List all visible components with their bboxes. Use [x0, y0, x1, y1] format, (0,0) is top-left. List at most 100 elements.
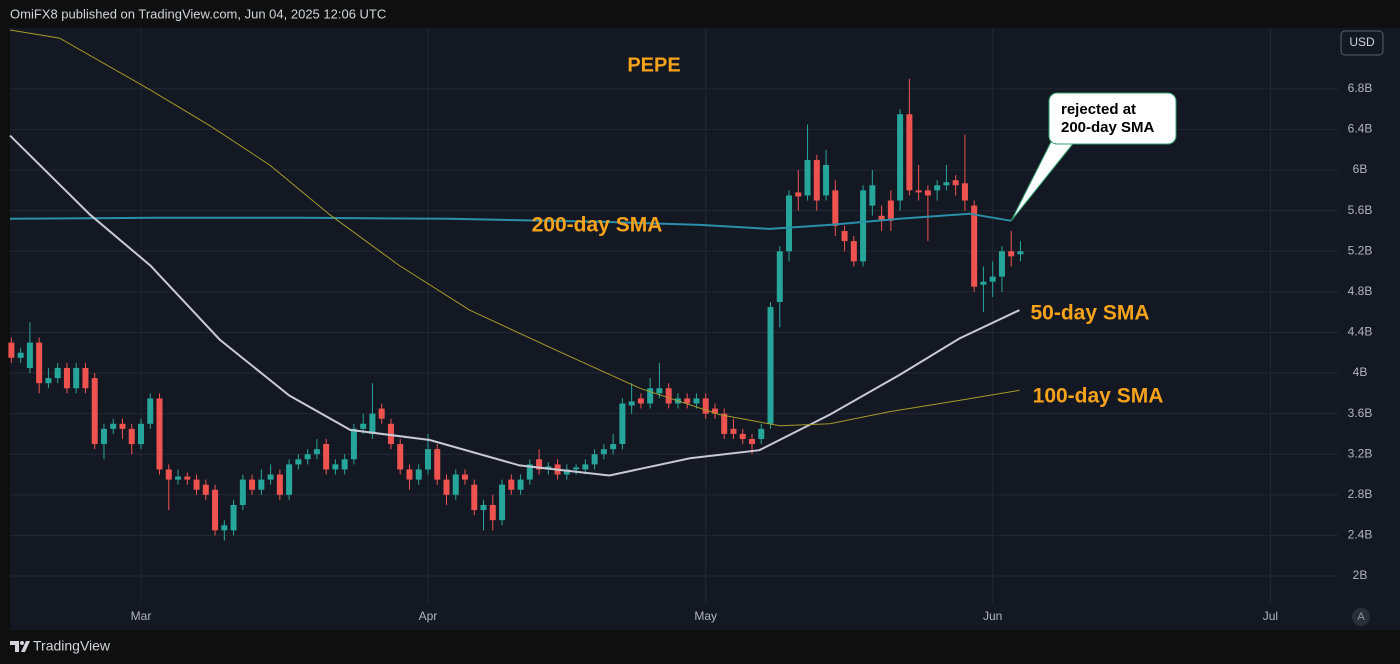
candle-body [573, 467, 580, 470]
candle-body [711, 408, 718, 414]
candle-body [887, 200, 894, 221]
candle-body [73, 367, 80, 389]
candle-body [304, 454, 311, 460]
y-tick-label: 4B [1353, 365, 1368, 379]
candle-body [462, 474, 469, 480]
candle-body [350, 428, 357, 460]
x-tick-label: Mar [131, 609, 152, 623]
candle-body [748, 439, 755, 445]
sma-label: 200-day SMA [532, 214, 663, 237]
candle-body [998, 251, 1005, 277]
candle-body [582, 464, 589, 470]
candle-body [943, 182, 950, 186]
candle-body [480, 504, 487, 511]
candle-body [341, 459, 348, 470]
candle-body [276, 474, 283, 495]
candle-body [897, 114, 904, 201]
candle-body [360, 423, 367, 429]
callout-box [1048, 92, 1177, 145]
header: OmiFX8 published on TradingView.com, Jun… [10, 6, 386, 21]
candle-body [26, 342, 33, 368]
candle-body [175, 476, 182, 480]
currency-label[interactable]: USD [1349, 35, 1375, 49]
logo-icon [10, 641, 30, 652]
candle-body [869, 185, 876, 206]
candle-body [600, 449, 607, 455]
brand-logo [10, 641, 30, 652]
candle-body [110, 423, 117, 429]
candle-body [221, 525, 228, 531]
price-axis [1338, 28, 1400, 603]
candle-body [415, 469, 422, 480]
candle-body [452, 474, 459, 495]
candle-body [249, 479, 256, 490]
candle-body [1008, 251, 1015, 257]
candle-body [850, 241, 857, 262]
y-tick-label: 6.8B [1348, 81, 1373, 95]
candle-body [295, 459, 302, 465]
candle-body [526, 464, 533, 480]
candle-body [841, 230, 848, 242]
auto-scale-label[interactable]: A [1357, 611, 1365, 623]
candle-body [387, 423, 394, 445]
candle-body [369, 413, 376, 434]
candle-body [952, 180, 959, 186]
y-tick-label: 6.4B [1348, 122, 1373, 136]
candle-body [860, 190, 867, 262]
candle-body [971, 205, 978, 287]
candle-body [628, 401, 635, 406]
candle-body [489, 504, 496, 521]
candle-body [239, 479, 246, 505]
x-tick-label: Jun [983, 609, 1002, 623]
y-tick-label: 5.2B [1348, 243, 1373, 257]
candle-body [45, 378, 52, 384]
candle-body [878, 215, 885, 221]
candle-body [137, 423, 144, 445]
y-tick-label: 5.6B [1348, 203, 1373, 217]
time-axis [10, 603, 1400, 630]
candle-body [813, 159, 820, 201]
sma-label: 50-day SMA [1030, 302, 1149, 325]
currency-button[interactable] [1340, 30, 1384, 56]
candle-body [924, 190, 931, 196]
candle-body [332, 464, 339, 470]
candle-body [258, 479, 265, 490]
auto-scale-button[interactable] [1352, 608, 1370, 626]
sma-line [9, 212, 1012, 230]
candle-body [610, 444, 617, 450]
candle-body [684, 398, 691, 404]
candle-body [767, 307, 774, 424]
candle-body [961, 183, 968, 201]
callout-tail-cover [1053, 138, 1075, 143]
candle-body [786, 195, 793, 252]
candle-body [424, 449, 431, 470]
y-tick-label: 2B [1353, 568, 1368, 582]
y-tick-label: 4.8B [1348, 284, 1373, 298]
candle-body [536, 459, 543, 470]
candle-body [665, 388, 672, 404]
candle-body [406, 469, 413, 480]
candle-body [443, 479, 450, 495]
candle-body [230, 504, 237, 531]
candle-body [702, 398, 709, 414]
candle-body [202, 484, 209, 495]
candle-body [119, 423, 126, 429]
candle-body [730, 428, 737, 434]
y-tick-label: 2.8B [1348, 487, 1373, 501]
y-tick-label: 3.6B [1348, 406, 1373, 420]
x-tick-label: May [694, 609, 717, 623]
brand-name: TradingView [33, 638, 111, 654]
candle-body [54, 367, 61, 379]
candle-body [619, 403, 626, 445]
candle-body [1017, 251, 1024, 255]
logo-dot [20, 641, 24, 645]
candle-body [739, 433, 746, 440]
candle-body [63, 367, 70, 389]
candle-body [647, 388, 654, 404]
candle-body [17, 352, 24, 358]
candle-body [397, 444, 404, 470]
candle-body [8, 342, 15, 358]
candle-body [147, 398, 154, 424]
candle-body [795, 192, 802, 197]
